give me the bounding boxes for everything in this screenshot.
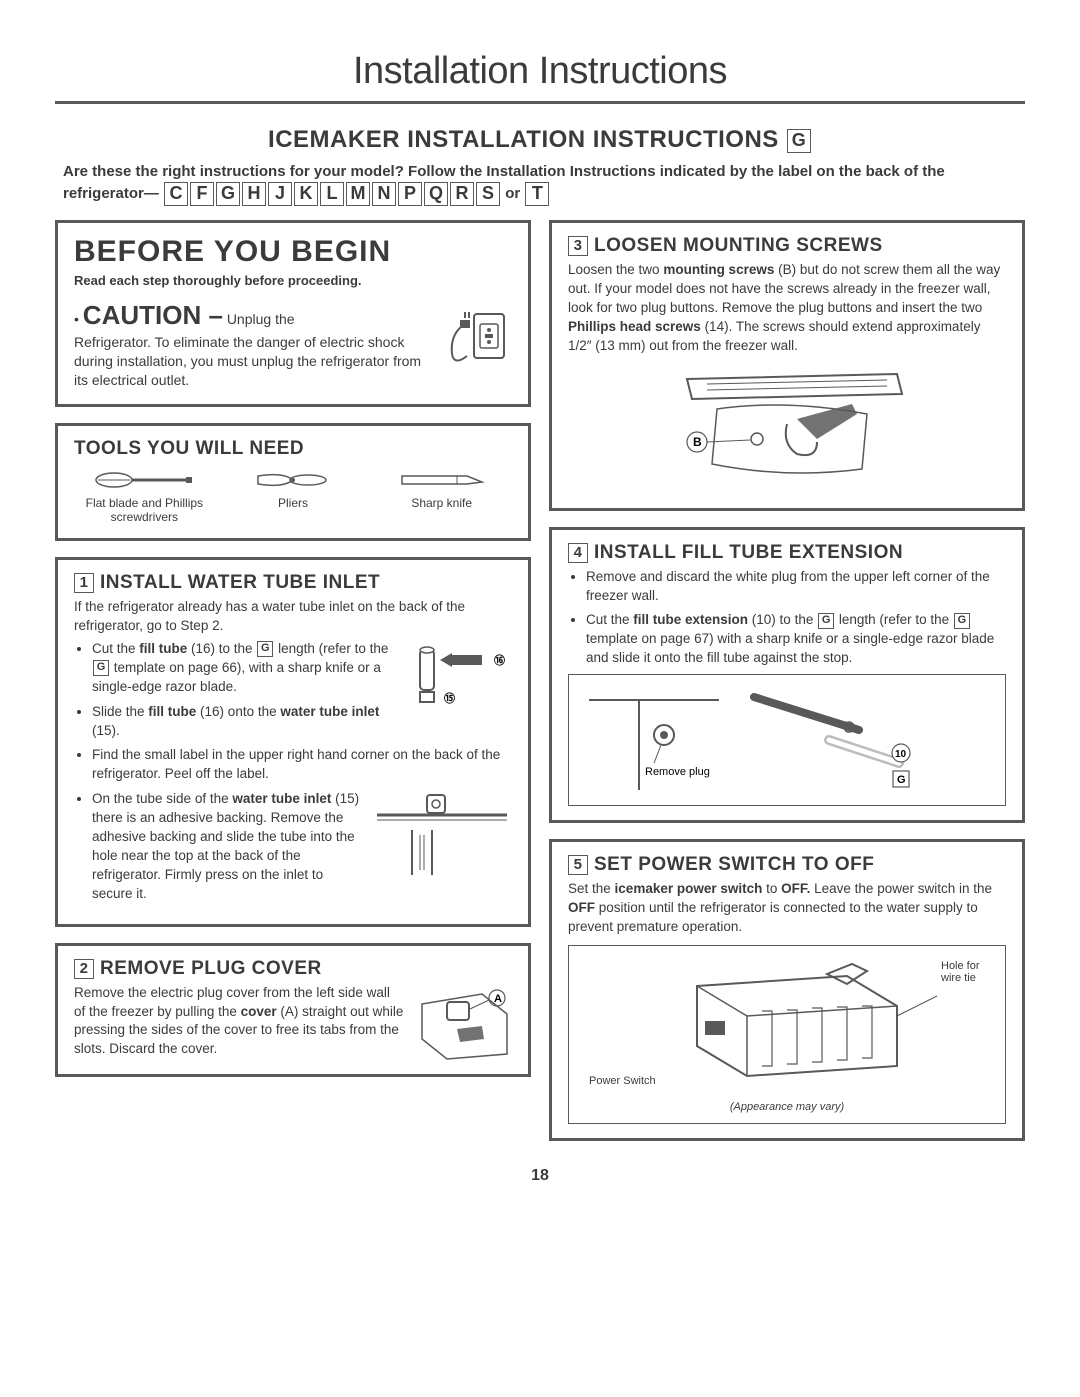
step4-title: INSTALL FILL TUBE EXTENSION	[594, 542, 903, 564]
model-letter: R	[450, 182, 474, 206]
model-letter: C	[164, 182, 188, 206]
page-number: 18	[55, 1167, 1025, 1185]
svg-text:B: B	[693, 435, 702, 449]
inlet-install-icon	[372, 790, 512, 880]
step5-body: Set the icemaker power switch to OFF. Le…	[568, 880, 1006, 937]
pliers-icon	[253, 468, 333, 492]
model-letter: P	[398, 182, 422, 206]
fill-tube-icon: ⑯ ⑮	[402, 640, 512, 710]
plug-cover-icon: A	[412, 984, 512, 1060]
step2-body: A Remove the electric plug cover from th…	[74, 984, 512, 1060]
step3-num: 3	[568, 236, 588, 256]
model-letter: H	[242, 182, 266, 206]
step3-box: 3 LOOSEN MOUNTING SCREWS Loosen the two …	[549, 220, 1025, 510]
tool-screwdriver: Flat blade and Phillips screwdrivers	[74, 468, 215, 524]
unplug-icon	[432, 306, 512, 386]
step1-bullet1: ⑯ ⑮ Cut the fill tube (16) to the G leng…	[92, 640, 512, 697]
extension-tube-icon: 10 G	[739, 685, 919, 795]
model-letter: F	[190, 182, 214, 206]
tool-knife: Sharp knife	[371, 468, 512, 524]
svg-text:A: A	[494, 993, 502, 1005]
step2-title: REMOVE PLUG COVER	[100, 958, 322, 980]
power-switch-label: Power Switch	[589, 1075, 656, 1087]
step3-body: Loosen the two mounting screws (B) but d…	[568, 261, 1006, 355]
caution-lead: Unplug the	[227, 311, 295, 327]
svg-text:⑯: ⑯	[494, 653, 505, 667]
model-letter: N	[372, 182, 396, 206]
before-read: Read each step thoroughly before proceed…	[74, 273, 512, 288]
section-title: ICEMAKER INSTALLATION INSTRUCTIONS G	[55, 126, 1025, 154]
caution-body: Refrigerator. To eliminate the danger of…	[74, 334, 421, 388]
step2-box: 2 REMOVE PLUG COVER A Remove the electri…	[55, 943, 531, 1077]
model-letter: K	[294, 182, 318, 206]
appearance-vary: (Appearance may vary)	[579, 1101, 995, 1113]
remove-plug-icon: Remove plug	[579, 685, 729, 795]
intro-text: Are these the right instructions for you…	[55, 162, 1025, 220]
step5-num: 5	[568, 855, 588, 875]
step1-bullet4: On the tube side of the water tube inlet…	[92, 790, 512, 903]
model-letter: G	[216, 182, 240, 206]
model-letter: M	[346, 182, 370, 206]
section-title-text: ICEMAKER INSTALLATION INSTRUCTIONS	[268, 126, 779, 153]
svg-text:⑮: ⑮	[444, 691, 455, 705]
model-letter: Q	[424, 182, 448, 206]
model-letter: J	[268, 182, 292, 206]
intro-or: or	[505, 185, 520, 202]
svg-text:Remove plug: Remove plug	[645, 766, 710, 778]
step4-box: 4 INSTALL FILL TUBE EXTENSION Remove and…	[549, 527, 1025, 823]
tool-label: Flat blade and Phillips screwdrivers	[74, 496, 215, 524]
hole-label: Hole for wire tie	[941, 960, 991, 984]
step5-box: 5 SET POWER SWITCH TO OFF Set the icemak…	[549, 839, 1025, 1141]
step4-bullet2: Cut the fill tube extension (10) to the …	[586, 611, 1006, 668]
caution-text: • CAUTION – Unplug the Refrigerator. To …	[74, 298, 422, 390]
step1-num: 1	[74, 573, 94, 593]
tool-label: Pliers	[223, 496, 364, 510]
step1-lead: If the refrigerator already has a water …	[74, 598, 512, 636]
model-letter: S	[476, 182, 500, 206]
before-heading: BEFORE YOU BEGIN	[74, 235, 512, 269]
tool-pliers: Pliers	[223, 468, 364, 524]
step2-num: 2	[74, 959, 94, 979]
title-letter-box: G	[787, 129, 811, 153]
step4-bullet1: Remove and discard the white plug from t…	[586, 568, 1006, 606]
knife-icon	[397, 468, 487, 492]
mounting-screws-icon: B	[657, 364, 917, 494]
page-title: Installation Instructions	[55, 50, 1025, 104]
tools-heading: TOOLS YOU WILL NEED	[74, 438, 512, 460]
svg-text:10: 10	[895, 749, 907, 760]
step3-title: LOOSEN MOUNTING SCREWS	[594, 235, 883, 257]
model-letter: L	[320, 182, 344, 206]
step4-num: 4	[568, 543, 588, 563]
before-you-begin-box: BEFORE YOU BEGIN Read each step thorough…	[55, 220, 531, 407]
step1-box: 1 INSTALL WATER TUBE INLET If the refrig…	[55, 557, 531, 926]
intro-last-letter: T	[525, 182, 549, 206]
tool-label: Sharp knife	[371, 496, 512, 510]
step1-bullet3: Find the small label in the upper right …	[92, 746, 512, 784]
caution-word: CAUTION –	[83, 300, 223, 330]
svg-text:G: G	[897, 774, 906, 786]
step5-title: SET POWER SWITCH TO OFF	[594, 854, 874, 876]
tools-box: TOOLS YOU WILL NEED Flat blade and Phill…	[55, 423, 531, 541]
screwdriver-icon	[94, 468, 194, 492]
step1-title: INSTALL WATER TUBE INLET	[100, 572, 380, 594]
